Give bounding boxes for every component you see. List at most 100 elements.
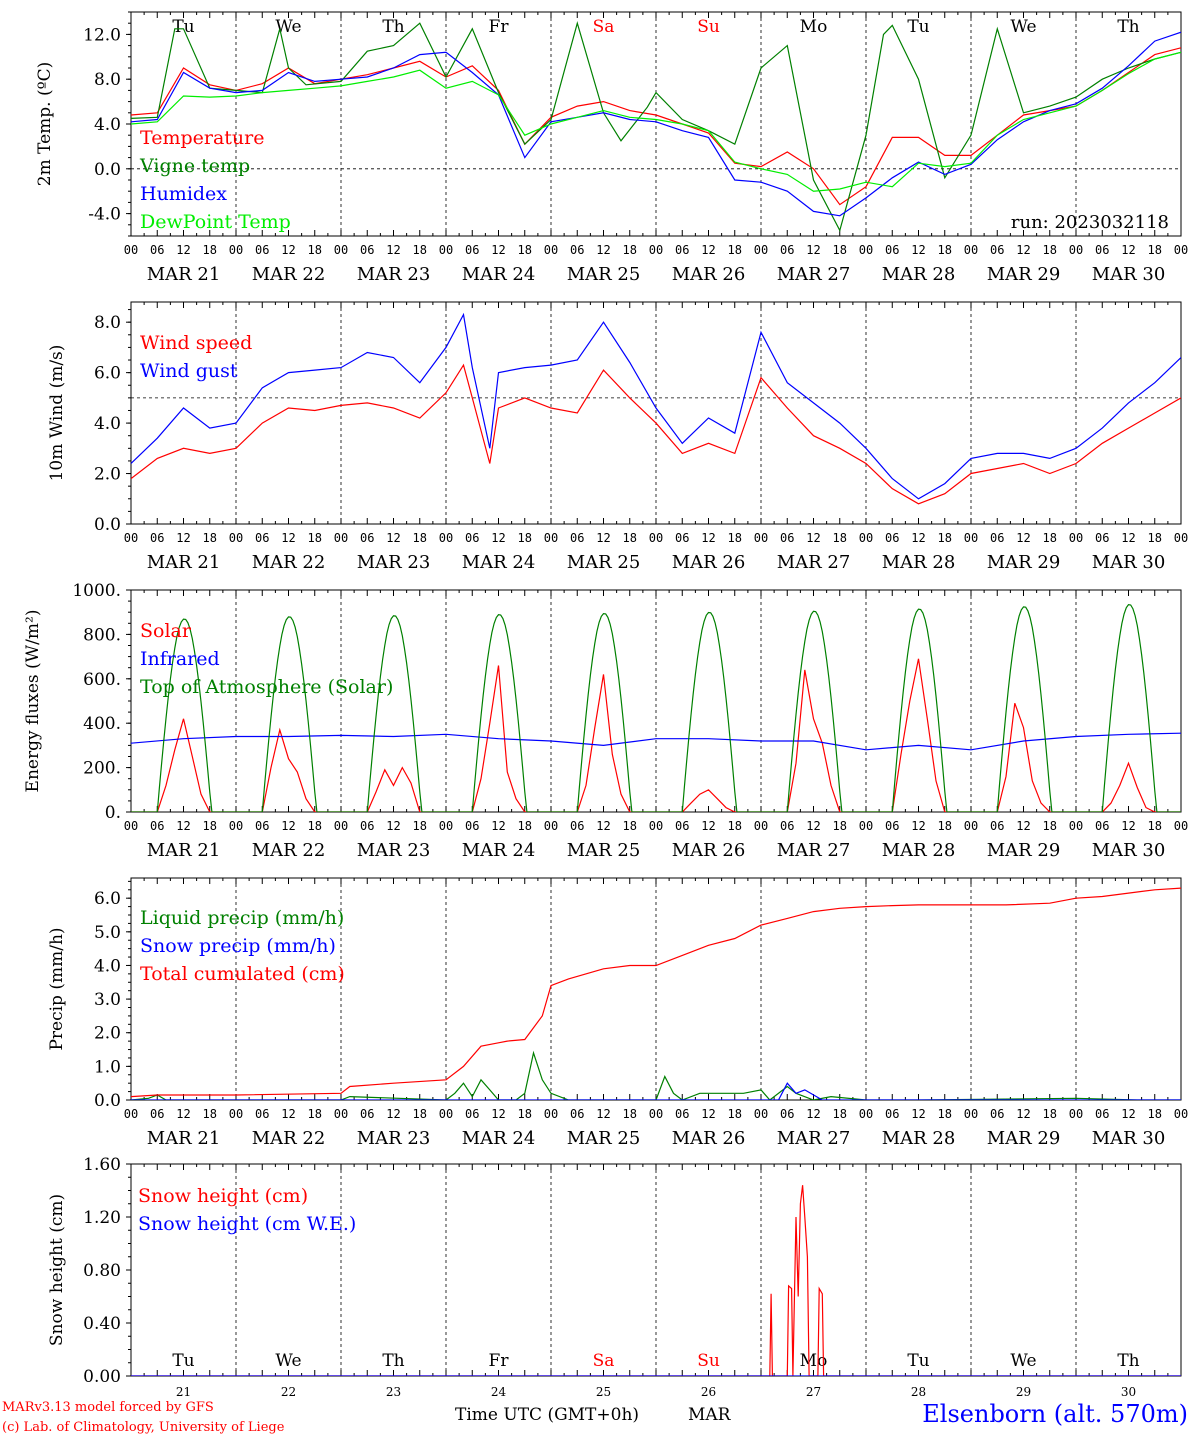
x-date-label: MAR 22 bbox=[252, 264, 326, 285]
x-hour-label: 06 bbox=[990, 531, 1004, 545]
x-hour-label: 00 bbox=[964, 243, 978, 257]
x-date-label: MAR 22 bbox=[252, 840, 326, 861]
series-line bbox=[131, 658, 1181, 812]
x-hour-label: 12 bbox=[911, 243, 925, 257]
x-hour-label: 00 bbox=[544, 1107, 558, 1121]
x-hour-label: 00 bbox=[544, 243, 558, 257]
x-hour-label: 18 bbox=[728, 243, 742, 257]
weekday-label: Th bbox=[1117, 17, 1139, 37]
y-tick-label: 2.0 bbox=[94, 1024, 121, 1044]
x-hour-label: 06 bbox=[780, 1107, 794, 1121]
y-tick-label: 800. bbox=[83, 625, 121, 645]
y-tick-label: 1000. bbox=[72, 581, 121, 601]
x-hour-label: 12 bbox=[1121, 243, 1135, 257]
x-hour-label: 18 bbox=[203, 531, 217, 545]
x-hour-label: 18 bbox=[308, 243, 322, 257]
x-date-label: MAR 23 bbox=[357, 1128, 431, 1149]
x-hour-label: 00 bbox=[124, 531, 138, 545]
x-date-label: MAR 28 bbox=[882, 552, 956, 573]
weekday-label: Tu bbox=[907, 17, 929, 37]
x-date-label: MAR 24 bbox=[462, 552, 536, 573]
x-day-label: 25 bbox=[596, 1385, 611, 1399]
x-hour-label: 12 bbox=[806, 1107, 820, 1121]
x-hour-label: 00 bbox=[754, 1107, 768, 1121]
x-date-label: MAR 23 bbox=[357, 840, 431, 861]
legend-entry: Infrared bbox=[140, 648, 220, 670]
x-hour-label: 06 bbox=[885, 531, 899, 545]
series-line bbox=[131, 363, 1181, 505]
x-hour-label: 00 bbox=[439, 1107, 453, 1121]
x-date-label: MAR 23 bbox=[357, 552, 431, 573]
weekday-label: Th bbox=[382, 1351, 404, 1371]
x-date-label: MAR 28 bbox=[882, 264, 956, 285]
x-date-label: MAR 30 bbox=[1092, 1128, 1166, 1149]
x-date-label: MAR 22 bbox=[252, 552, 326, 573]
x-date-label: MAR 21 bbox=[147, 264, 221, 285]
x-hour-label: 12 bbox=[176, 1107, 190, 1121]
y-tick-label: 4.0 bbox=[94, 956, 121, 976]
x-hour-label: 06 bbox=[675, 819, 689, 833]
series-line bbox=[131, 51, 1181, 192]
x-hour-label: 00 bbox=[124, 819, 138, 833]
x-hour-label: 18 bbox=[1148, 531, 1162, 545]
weekday-label: Th bbox=[1117, 1351, 1139, 1371]
y-tick-label: 6.0 bbox=[94, 364, 121, 384]
x-hour-label: 00 bbox=[229, 819, 243, 833]
x-date-label: MAR 25 bbox=[567, 840, 641, 861]
legend-entry: Wind gust bbox=[140, 360, 238, 382]
y-axis-label: 2m Temp. (ºC) bbox=[35, 62, 55, 187]
y-tick-label: 8.0 bbox=[94, 313, 121, 333]
x-hour-label: 18 bbox=[1148, 1107, 1162, 1121]
x-date-label: MAR 28 bbox=[882, 840, 956, 861]
x-hour-label: 18 bbox=[1148, 819, 1162, 833]
y-axis-label: 10m Wind (m/s) bbox=[47, 345, 67, 482]
x-date-label: MAR 24 bbox=[462, 840, 536, 861]
x-hour-label: 12 bbox=[491, 819, 505, 833]
x-hour-label: 12 bbox=[596, 243, 610, 257]
x-hour-label: 00 bbox=[439, 243, 453, 257]
x-date-label: MAR 30 bbox=[1092, 264, 1166, 285]
x-hour-label: 12 bbox=[1016, 243, 1030, 257]
weekday-label: Mo bbox=[800, 17, 828, 37]
x-date-label: MAR 21 bbox=[147, 1128, 221, 1149]
x-hour-label: 06 bbox=[885, 243, 899, 257]
weekday-label: Su bbox=[697, 17, 720, 37]
x-date-label: MAR 27 bbox=[777, 264, 851, 285]
x-hour-label: 06 bbox=[675, 243, 689, 257]
x-hour-label: 06 bbox=[360, 819, 374, 833]
x-hour-label: 00 bbox=[334, 243, 348, 257]
x-hour-label: 18 bbox=[623, 819, 637, 833]
x-hour-label: 12 bbox=[806, 819, 820, 833]
x-hour-label: 18 bbox=[833, 819, 847, 833]
x-hour-label: 18 bbox=[623, 531, 637, 545]
x-hour-label: 00 bbox=[1069, 1107, 1083, 1121]
x-hour-label: 12 bbox=[491, 1107, 505, 1121]
x-hour-label: 12 bbox=[386, 1107, 400, 1121]
y-tick-label: 0.0 bbox=[94, 1091, 121, 1111]
x-hour-label: 12 bbox=[176, 531, 190, 545]
y-tick-label: -4.0 bbox=[88, 205, 121, 225]
x-hour-label: 18 bbox=[413, 1107, 427, 1121]
y-tick-label: 0.40 bbox=[83, 1314, 121, 1334]
x-date-label: MAR 29 bbox=[987, 840, 1061, 861]
series-line bbox=[131, 312, 1181, 500]
x-hour-label: 00 bbox=[964, 1107, 978, 1121]
x-hour-label: 12 bbox=[806, 531, 820, 545]
series-line bbox=[131, 1050, 1181, 1100]
x-hour-label: 18 bbox=[518, 819, 532, 833]
y-tick-label: 1.60 bbox=[83, 1155, 121, 1175]
x-hour-label: 00 bbox=[334, 1107, 348, 1121]
series-line bbox=[131, 732, 1181, 751]
x-day-label: 28 bbox=[911, 1385, 926, 1399]
x-hour-label: 06 bbox=[885, 819, 899, 833]
x-hour-label: 12 bbox=[176, 243, 190, 257]
x-hour-label: 18 bbox=[413, 819, 427, 833]
y-tick-label: 4.0 bbox=[94, 414, 121, 434]
x-hour-label: 18 bbox=[1148, 243, 1162, 257]
x-date-label: MAR 21 bbox=[147, 840, 221, 861]
series-line bbox=[131, 20, 1181, 233]
x-hour-label: 00 bbox=[1069, 819, 1083, 833]
panel-1: 12.0 8.0 4.0 0.0 -4.0 2m Temp. (ºC) 00 06 12 18 00… bbox=[35, 11, 1188, 285]
y-tick-label: 400. bbox=[83, 714, 121, 734]
x-hour-label: 06 bbox=[150, 819, 164, 833]
